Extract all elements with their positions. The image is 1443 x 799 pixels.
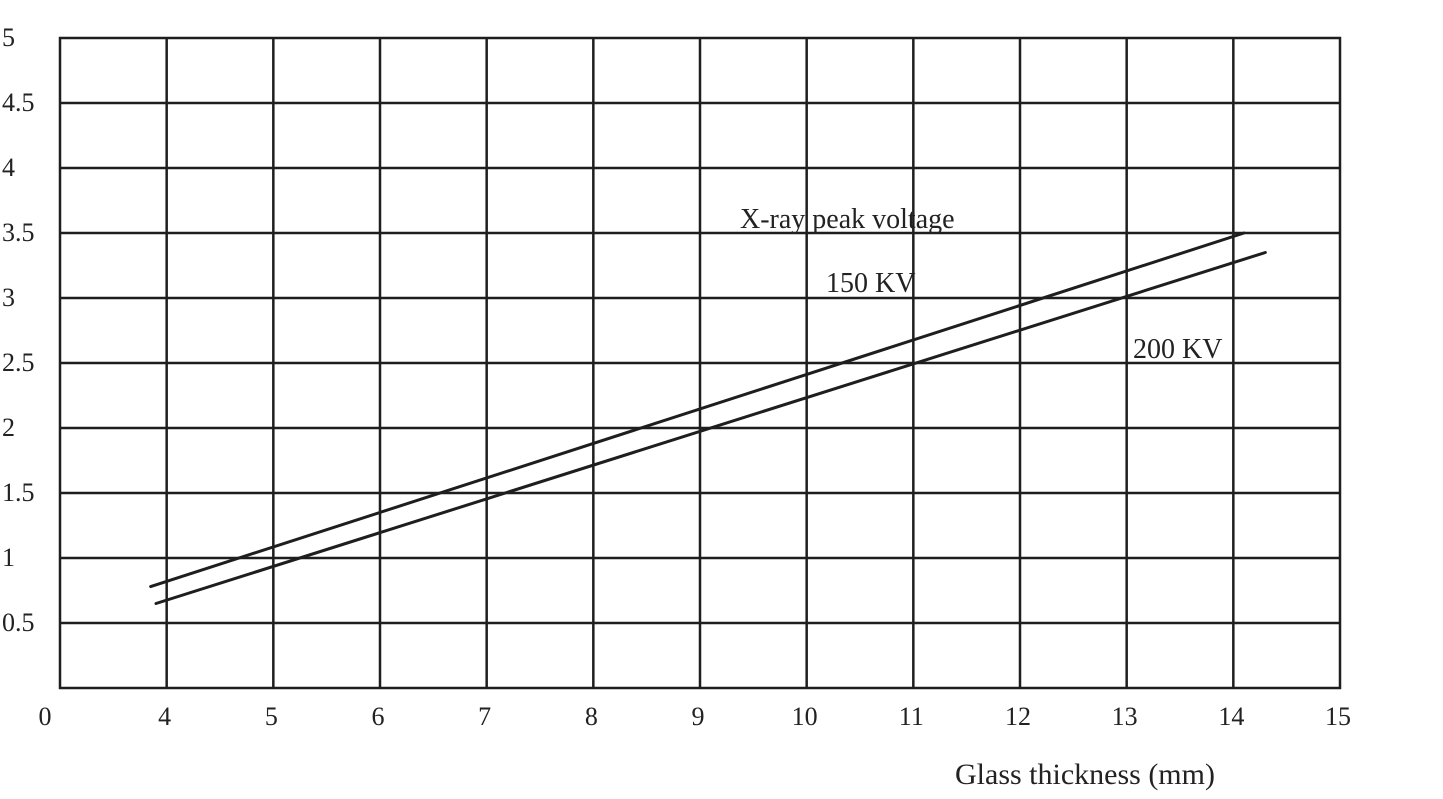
x-tick-label: 13	[1112, 702, 1138, 731]
tick-labels: 0.5 1 1.5 2 2.5 3 3.5 4 4.5 5 0 4 5 6 7 8 9 10 11 12 13 14 15	[2, 23, 1351, 731]
x-tick-label: 10	[792, 702, 818, 731]
x-tick-label: 5	[265, 702, 278, 731]
y-tick-label: 2	[2, 413, 15, 442]
y-tick-label: 3	[2, 283, 15, 312]
x-tick-label: 12	[1005, 702, 1031, 731]
y-tick-label: 1	[2, 543, 15, 572]
series-line-200-kv	[154, 251, 1267, 605]
series-line-150-kv	[149, 231, 1246, 589]
y-tick-label: 1.5	[2, 478, 35, 507]
x-tick-label: 11	[899, 702, 924, 731]
x-tick-label: 8	[585, 702, 598, 731]
y-tick-label: 0.5	[2, 608, 35, 637]
plot-frame	[58, 36, 1342, 690]
grid-lines	[58, 36, 1342, 690]
x-tick-label: 4	[158, 702, 171, 731]
annotation-label-200kv: 200 KV	[1133, 334, 1222, 365]
x-tick-label: 9	[692, 702, 705, 731]
x-axis-title: Glass thickness (mm)	[955, 758, 1215, 791]
y-tick-label: 4.5	[2, 88, 35, 117]
x-tick-label: 14	[1218, 702, 1244, 731]
x-tick-label: 0	[39, 702, 52, 731]
y-tick-label: 4	[2, 153, 15, 182]
y-tick-label: 3.5	[2, 218, 35, 247]
y-tick-label: 5	[2, 23, 15, 52]
x-tick-label: 15	[1325, 702, 1351, 731]
annotation-group-title: X-ray peak voltage	[740, 204, 955, 235]
x-tick-label: 7	[478, 702, 491, 731]
x-tick-label: 6	[372, 702, 385, 731]
data-series	[149, 231, 1267, 605]
y-tick-label: 2.5	[2, 348, 35, 377]
annotation-label-150kv: 150 KV	[826, 268, 915, 299]
